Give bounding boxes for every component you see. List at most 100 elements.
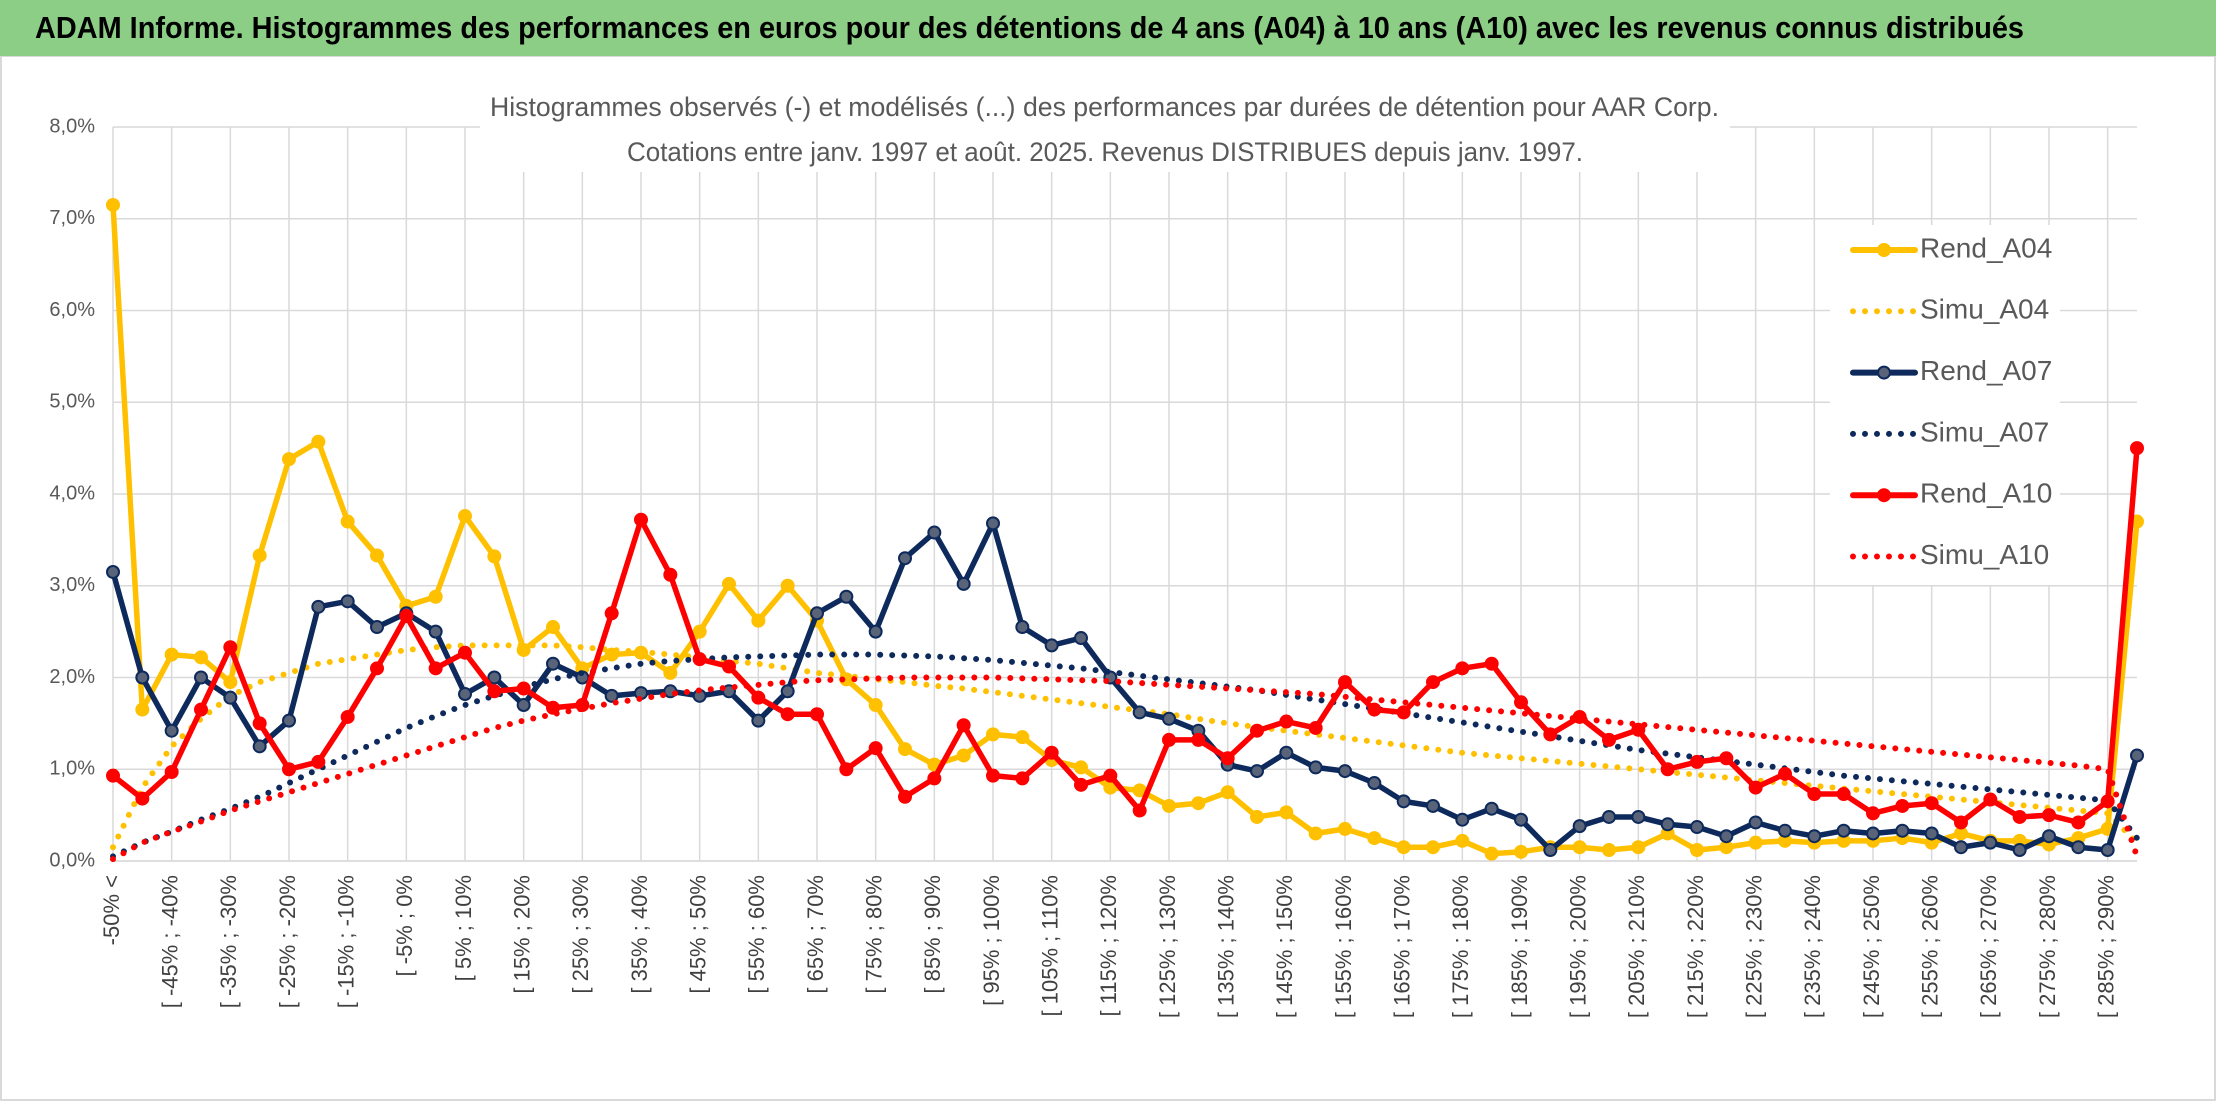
- data-point: [1220, 785, 1235, 800]
- data-point: [927, 771, 942, 786]
- x-tick-label: -50% <: [99, 875, 124, 945]
- data-point: [1660, 817, 1675, 832]
- data-point: [1602, 732, 1616, 747]
- x-tick-label: [ -5% ; 0%: [392, 875, 417, 976]
- data-point: [1836, 823, 1851, 838]
- x-tick-label: [ 275% ; 280%: [2035, 875, 2060, 1018]
- data-point: [1866, 806, 1880, 821]
- x-tick-label: [ 215% ; 220%: [1683, 875, 1708, 1018]
- data-point: [1367, 776, 1382, 791]
- data-point: [868, 624, 883, 639]
- data-point: [106, 197, 120, 212]
- data-point: [1015, 771, 1030, 786]
- data-point: [1426, 798, 1440, 813]
- data-point: [223, 640, 238, 655]
- x-tick-label: [ 205% ; 210%: [1624, 875, 1649, 1018]
- data-point: [986, 727, 1000, 742]
- data-point: [1836, 787, 1851, 802]
- data-point: [1103, 768, 1118, 783]
- data-point: [340, 709, 355, 724]
- data-point: [1455, 833, 1470, 848]
- data-point: [1954, 840, 1968, 855]
- data-point: [1631, 840, 1646, 855]
- data-point: [1572, 819, 1587, 834]
- data-point: [252, 548, 267, 563]
- x-tick-label: [ 135% ; 140%: [1213, 875, 1238, 1018]
- x-tick-label: [ 45% ; 50%: [685, 875, 710, 994]
- data-point: [956, 718, 971, 733]
- data-point: [1778, 823, 1792, 838]
- data-point: [370, 620, 384, 635]
- data-point: [1396, 705, 1411, 720]
- data-point: [1308, 826, 1323, 841]
- data-point: [810, 707, 824, 722]
- y-tick-label: 2,0%: [49, 666, 95, 688]
- data-point: [311, 599, 326, 614]
- data-point: [1015, 620, 1030, 635]
- y-tick-label: 8,0%: [49, 115, 95, 137]
- legend-marker: [1877, 243, 1891, 257]
- data-point: [663, 567, 678, 582]
- x-tick-label: [ 125% ; 130%: [1155, 875, 1180, 1018]
- data-point: [810, 606, 824, 621]
- data-point: [487, 670, 502, 685]
- data-point: [780, 684, 795, 699]
- data-point: [1543, 842, 1558, 857]
- data-point: [487, 684, 502, 699]
- data-point: [634, 512, 648, 527]
- x-tick-label: [ 5% ; 10%: [451, 875, 476, 981]
- plot-area: 0,0% 1,0% 2,0% 3,0% 4,0% 5,0% 6,0% 7,0% 8,0% -50%…: [49, 115, 2144, 1018]
- data-point: [194, 650, 208, 665]
- x-tick-label: [ 265% ; 270%: [1976, 875, 2001, 1018]
- data-point: [1338, 764, 1352, 779]
- legend: Rend_A04 Simu_A04 Rend_A07 Simu_A07 Rend_A10…: [1830, 225, 2060, 585]
- data-point: [106, 768, 120, 783]
- x-tick-label: [ 35% ; 40%: [627, 875, 652, 994]
- subtitle-background: [480, 84, 1730, 172]
- x-tick-label: [ 105% ; 110%: [1037, 875, 1062, 1016]
- data-point: [1690, 842, 1704, 857]
- data-point: [1719, 751, 1734, 766]
- legend-marker: [1877, 488, 1891, 503]
- x-tick-label: [ 255% ; 260%: [1917, 875, 1942, 1018]
- y-tick-label: 1,0%: [49, 758, 95, 780]
- data-point: [106, 564, 120, 579]
- data-point: [722, 659, 736, 674]
- data-point: [1924, 826, 1939, 841]
- data-point: [135, 670, 150, 685]
- x-tick-label: [ 195% ; 200%: [1565, 875, 1590, 1018]
- data-point: [751, 613, 766, 628]
- x-tick-label: [ 75% ; 80%: [861, 875, 886, 994]
- data-point: [135, 791, 150, 806]
- data-point: [722, 576, 736, 591]
- data-point: [1220, 751, 1235, 766]
- data-point: [604, 606, 619, 621]
- data-point: [1044, 745, 1059, 760]
- data-point: [1514, 695, 1528, 710]
- data-point: [1279, 714, 1294, 729]
- data-point: [604, 688, 619, 703]
- x-tick-label: [ 55% ; 60%: [744, 875, 769, 994]
- data-point: [428, 661, 443, 676]
- data-point: [516, 681, 531, 696]
- data-point: [1338, 821, 1352, 836]
- data-point: [986, 768, 1000, 783]
- data-point: [1572, 840, 1587, 855]
- data-point: [194, 670, 208, 685]
- data-point: [428, 624, 443, 639]
- data-point: [2071, 815, 2086, 830]
- data-point: [1250, 723, 1264, 738]
- data-point: [1983, 835, 1998, 850]
- data-point: [1250, 764, 1264, 779]
- data-point: [898, 742, 912, 757]
- data-point: [1514, 812, 1528, 827]
- data-point: [1367, 831, 1382, 846]
- data-point: [458, 645, 472, 660]
- data-point: [1807, 829, 1822, 844]
- data-point: [428, 589, 443, 604]
- data-point: [1396, 794, 1411, 809]
- data-point: [370, 661, 384, 676]
- data-point: [164, 647, 179, 662]
